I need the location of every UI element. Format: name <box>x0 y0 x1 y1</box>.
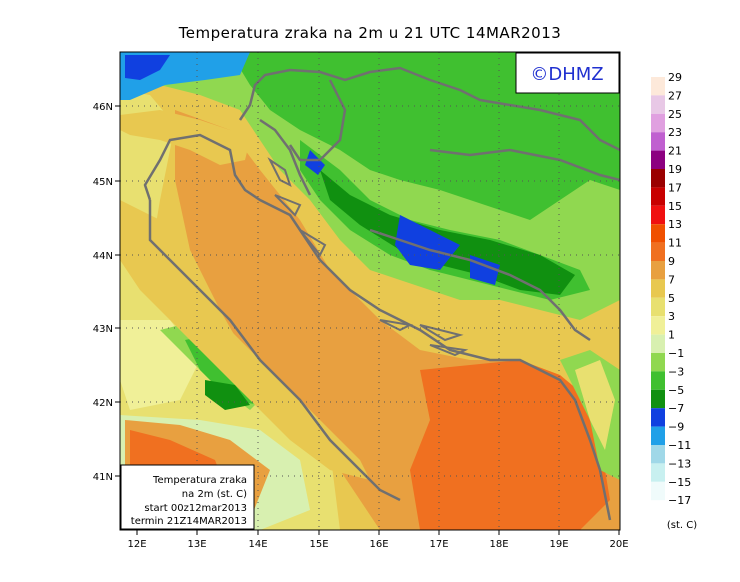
lon-label: 13E <box>187 539 206 550</box>
legend-swatch <box>651 205 665 225</box>
legend-label: 25 <box>668 108 682 121</box>
legend-swatch <box>651 426 665 445</box>
legend-swatch <box>651 187 665 206</box>
lat-label: 45N <box>93 177 113 188</box>
legend-swatch <box>651 481 665 501</box>
legend-label: 15 <box>668 200 682 213</box>
info-line: na 2m (st. C) <box>182 489 247 500</box>
legend-swatch <box>651 334 665 353</box>
legend-swatch <box>651 353 665 372</box>
axis-ticks <box>115 105 620 535</box>
legend-label: 27 <box>668 89 682 102</box>
legend-swatch <box>651 150 665 169</box>
legend-label: 29 <box>668 71 682 84</box>
map-title: Temperatura zraka na 2m u 21 UTC 14MAR20… <box>178 24 562 42</box>
lon-label: 12E <box>127 539 146 550</box>
plot-frame <box>119 51 621 531</box>
legend-label: 5 <box>668 292 675 305</box>
legend-label: 1 <box>668 329 675 342</box>
lat-label: 43N <box>93 324 113 335</box>
longitude-labels: 12E 13E 14E 15E 16E 17E 18E 19E 20E <box>127 539 628 550</box>
legend-label: 17 <box>668 181 682 194</box>
legend-swatch <box>651 224 665 243</box>
legend-swatch <box>651 242 665 261</box>
legend-swatch <box>651 77 665 96</box>
legend-swatch <box>651 132 665 151</box>
lon-label: 16E <box>369 539 388 550</box>
legend-unit: (st. C) <box>667 520 697 531</box>
islands <box>267 157 469 357</box>
legend-swatch <box>651 113 665 133</box>
legend-swatch <box>651 463 665 482</box>
legend-label: 3 <box>668 310 675 323</box>
legend-swatch <box>651 261 665 280</box>
legend-swatch <box>651 95 665 114</box>
lon-label: 19E <box>549 539 568 550</box>
lon-label: 15E <box>309 539 328 550</box>
legend-label: −7 <box>668 402 684 415</box>
temperature-field <box>120 52 620 530</box>
legend-swatch <box>651 408 665 427</box>
legend-label: −11 <box>668 439 691 452</box>
legend-label: 19 <box>668 163 682 176</box>
lon-label: 17E <box>429 539 448 550</box>
legend-label: 21 <box>668 145 682 158</box>
legend-label: −3 <box>668 365 684 378</box>
info-box: Temperatura zraka na 2m (st. C) start 00… <box>120 464 255 530</box>
legend-label: −17 <box>668 494 691 507</box>
legend-swatch <box>651 316 665 335</box>
legend-label: 13 <box>668 218 682 231</box>
lon-label: 18E <box>489 539 508 550</box>
legend-swatch <box>651 389 665 409</box>
legend-label: 11 <box>668 237 682 250</box>
legend-label: −15 <box>668 476 691 489</box>
legend-label: −5 <box>668 384 684 397</box>
lat-label: 46N <box>93 102 113 113</box>
lat-label: 42N <box>93 398 113 409</box>
info-line: start 00z12mar2013 <box>144 503 247 514</box>
latitude-labels: 46N 45N 44N 43N 42N 41N <box>93 102 113 483</box>
color-legend: 29 27 25 23 21 19 17 15 13 11 9 7 5 3 1 −1 −3 −5 −7 −9 −11 −1… <box>651 71 691 507</box>
legend-swatch <box>651 169 665 188</box>
lat-label: 41N <box>93 472 113 483</box>
legend-swatch <box>651 297 665 317</box>
lon-label: 20E <box>609 539 628 550</box>
lat-label: 44N <box>93 251 113 262</box>
legend-label: 23 <box>668 126 682 139</box>
legend-label: −1 <box>668 347 684 360</box>
logo-text: ©DHMZ <box>530 64 603 85</box>
legend-swatch <box>651 445 665 464</box>
legend-label: 9 <box>668 255 675 268</box>
legend-label: −13 <box>668 457 691 470</box>
lon-label: 14E <box>248 539 267 550</box>
legend-label: 7 <box>668 273 675 286</box>
coastlines-borders <box>143 66 620 521</box>
info-line: termin 21Z14MAR2013 <box>131 516 247 527</box>
info-line: Temperatura zraka <box>152 475 247 486</box>
legend-swatch <box>651 371 665 390</box>
legend-swatch <box>651 279 665 298</box>
dhmz-logo: ©DHMZ <box>515 52 620 94</box>
legend-label: −9 <box>668 421 684 434</box>
